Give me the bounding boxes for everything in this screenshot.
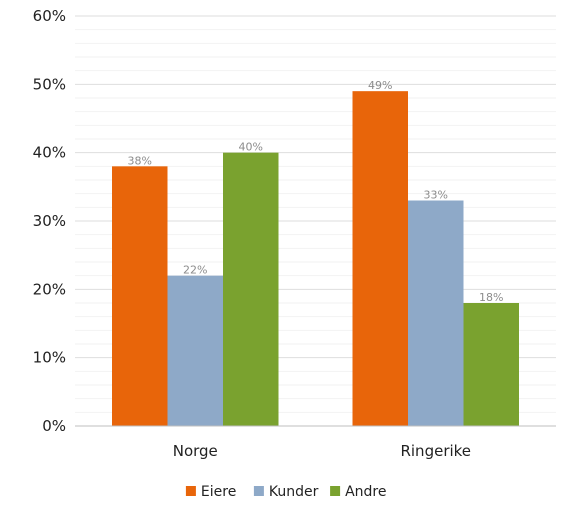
legend-label: Kunder [269, 484, 319, 500]
legend-swatch [185, 486, 196, 496]
chart-bars [112, 91, 519, 427]
data-label: 18% [479, 291, 503, 304]
bar-kunder-ringerike [408, 200, 464, 426]
x-category-label: Ringerike [400, 442, 471, 460]
data-label: 38% [128, 154, 152, 167]
bar-andre-norge [223, 152, 279, 426]
legend-label: Eiere [201, 484, 236, 500]
y-tick-label: 20% [33, 280, 66, 298]
bar-eiere-ringerike [352, 91, 408, 427]
data-label: 33% [424, 189, 448, 202]
y-tick-label: 60% [33, 7, 66, 25]
y-tick-label: 40% [33, 144, 66, 162]
legend-swatch [330, 486, 341, 496]
data-label: 49% [368, 79, 392, 92]
x-axis-categories: Norge Ringerike [173, 442, 471, 460]
legend-item-andre[interactable]: Andre [330, 484, 387, 500]
bar-kunder-norge [167, 275, 223, 426]
bar-eiere-norge [112, 166, 168, 427]
y-tick-label: 0% [42, 417, 66, 435]
data-label: 40% [239, 141, 263, 154]
legend-item-eiere[interactable]: Eiere [185, 484, 236, 500]
bar-andre-ringerike [463, 303, 519, 426]
chart-legend[interactable]: Eiere Kunder Andre [185, 484, 387, 500]
legend-item-kunder[interactable]: Kunder [253, 484, 319, 500]
y-tick-label: 50% [33, 75, 66, 93]
chart-data-labels: 38% 22% 40% 49% 33% 18% [128, 79, 504, 304]
y-tick-label: 30% [33, 212, 66, 230]
legend-swatch [253, 486, 264, 496]
y-axis-ticks: 0% 10% 20% 30% 40% 50% 60% [33, 7, 66, 435]
x-category-label: Norge [173, 442, 218, 460]
data-label: 22% [183, 264, 207, 277]
y-tick-label: 10% [33, 349, 66, 367]
legend-label: Andre [345, 484, 386, 500]
